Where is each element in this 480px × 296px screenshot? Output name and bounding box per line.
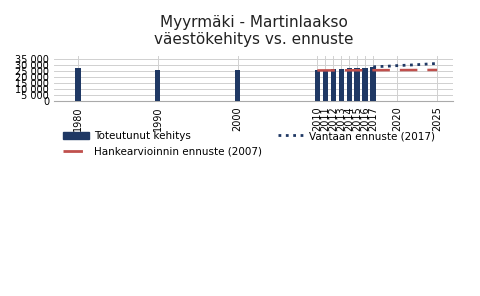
Bar	[370, 67, 375, 101]
Bar	[155, 70, 160, 101]
Bar	[338, 69, 343, 101]
Bar	[322, 70, 327, 101]
Legend: Toteutunut kehitys, Hankearvioinnin ennuste (2007), Vantaan ennuste (2017): Toteutunut kehitys, Hankearvioinnin ennu…	[59, 127, 439, 160]
Bar	[362, 68, 367, 101]
Bar	[234, 70, 240, 101]
Bar	[75, 68, 81, 101]
Bar	[354, 68, 360, 101]
Bar	[330, 69, 336, 101]
Bar	[346, 68, 351, 101]
Title: Myyrmäki - Martinlaakso
väestökehitys vs. ennuste: Myyrmäki - Martinlaakso väestökehitys vs…	[154, 15, 352, 47]
Bar	[314, 70, 320, 101]
